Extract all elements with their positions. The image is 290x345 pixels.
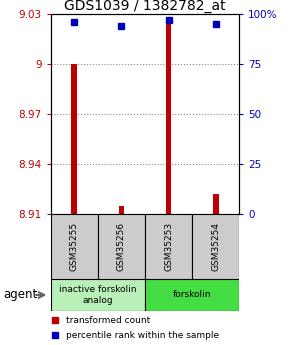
Text: GSM35256: GSM35256 [117,222,126,271]
Bar [166,17,171,214]
Text: agent: agent [3,288,37,302]
Bar [71,64,77,214]
Bar [51,214,98,279]
Bar [145,214,192,279]
Text: GSM35253: GSM35253 [164,222,173,271]
Title: GDS1039 / 1382782_at: GDS1039 / 1382782_at [64,0,226,13]
Bar [145,279,239,311]
Bar [192,214,239,279]
Text: transformed count: transformed count [66,316,150,325]
Bar [98,214,145,279]
Text: percentile rank within the sample: percentile rank within the sample [66,331,219,340]
Bar [213,194,219,214]
Text: inactive forskolin
analog: inactive forskolin analog [59,285,137,305]
Bar [51,279,145,311]
Text: GSM35255: GSM35255 [70,222,79,271]
Text: forskolin: forskolin [173,290,211,299]
Text: GSM35254: GSM35254 [211,222,220,271]
Bar [119,206,124,214]
